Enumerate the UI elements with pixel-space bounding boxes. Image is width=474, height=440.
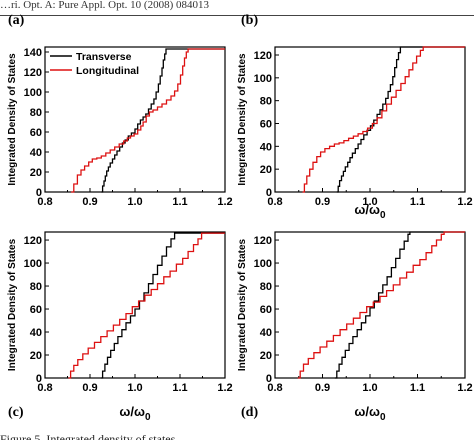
series-longitudinal-line [71, 48, 225, 193]
y-tick-label: 120 [254, 235, 272, 247]
series-transverse-line [100, 232, 225, 379]
y-tick-label: 80 [30, 281, 42, 293]
y-axis-label: Integrated Density of States [7, 238, 18, 371]
y-tick-label: 60 [260, 118, 272, 130]
series-transverse-line [334, 231, 465, 379]
x-tick-label: 1.0 [127, 382, 142, 394]
y-axis-label: Integrated Density of States [7, 53, 18, 186]
x-axis-label: ω/ω0 [354, 202, 386, 221]
series-transverse-line [101, 48, 225, 193]
x-axis-label: ω/ω0 [354, 404, 386, 423]
legend-label-transverse: Transverse [76, 51, 132, 63]
panel-d: 0.8 0.9 1.0 1.1 1.2 0 20 40 60 80 100 120 Integrated… [237, 231, 473, 423]
x-axis-label-subscript: 0 [380, 412, 386, 423]
figure-caption: Figure 5. Integrated density of states … [0, 432, 191, 440]
y-tick-label: 40 [260, 141, 272, 153]
x-tick-label: 0.8 [267, 382, 282, 394]
y-tick-label: 60 [30, 127, 42, 139]
y-tick-label: 120 [24, 235, 42, 247]
x-tick-label: 1.0 [127, 196, 142, 208]
x-tick-label: 0.9 [82, 196, 97, 208]
x-tick-label: 0.9 [82, 382, 97, 394]
x-tick-label: 0.8 [267, 196, 282, 208]
x-tick-label: 1.2 [217, 382, 232, 394]
y-tick-label: 100 [254, 73, 272, 85]
y-tick-label: 80 [30, 107, 42, 119]
x-tick-label: 1.1 [172, 382, 187, 394]
y-tick-label: 20 [260, 164, 272, 176]
panel-label: (d) [241, 405, 258, 420]
legend-label-longitudinal: Longitudinal [76, 65, 139, 77]
y-axis-label: Integrated Density of States [237, 238, 248, 371]
y-tick-label: 60 [260, 304, 272, 316]
x-axis-label-subscript: 0 [380, 210, 386, 221]
figure-panels: 0.8 0.9 1.0 1.1 1.2 0 20 40 60 80 100 120 140 Integra… [7, 13, 473, 423]
x-axis-label-subscript: 0 [145, 412, 151, 423]
x-tick-label: 1.0 [362, 196, 377, 208]
y-tick-label: 80 [260, 281, 272, 293]
header-rule [0, 15, 474, 16]
y-tick-label: 120 [254, 50, 272, 62]
y-tick-label: 40 [30, 147, 42, 159]
plot-frame [274, 46, 466, 193]
x-tick-label: 1.1 [410, 382, 425, 394]
y-tick-label: 0 [36, 373, 42, 385]
y-tick-label: 20 [30, 167, 42, 179]
plot-frame [274, 231, 466, 379]
plot-frame [44, 231, 226, 379]
y-tick-label: 100 [24, 258, 42, 270]
panel-c: 0.8 0.9 1.0 1.1 1.2 0 20 40 60 80 100 120 Integrated… [7, 231, 233, 423]
page-header-text: …ri. Opt. A: Pure Appl. Opt. 10 (2008) 0… [0, 0, 209, 11]
x-tick-label: 0.8 [37, 382, 52, 394]
y-tick-label: 20 [260, 350, 272, 362]
y-tick-label: 80 [260, 96, 272, 108]
y-tick-label: 140 [24, 47, 42, 59]
y-tick-label: 0 [266, 187, 272, 199]
y-tick-label: 0 [266, 373, 272, 385]
x-tick-label: 1.1 [172, 196, 187, 208]
y-tick-label: 120 [24, 67, 42, 79]
y-tick-label: 100 [24, 87, 42, 99]
series-longitudinal-line [302, 46, 465, 193]
y-tick-label: 40 [30, 327, 42, 339]
x-tick-label: 1.2 [457, 382, 472, 394]
x-tick-label: 0.8 [37, 196, 52, 208]
series-longitudinal-line [297, 231, 465, 379]
panel-label: (b) [241, 13, 258, 28]
x-tick-label: 1.0 [362, 382, 377, 394]
x-tick-label: 1.2 [217, 196, 232, 208]
y-tick-label: 40 [260, 327, 272, 339]
y-tick-label: 20 [30, 350, 42, 362]
series-longitudinal-line [68, 232, 225, 379]
x-tick-label: 1.1 [410, 196, 425, 208]
y-tick-label: 0 [36, 187, 42, 199]
x-tick-label: 0.9 [315, 382, 330, 394]
x-axis-label: ω/ω0 [119, 404, 151, 423]
panel-label: (a) [8, 13, 25, 28]
panel-label: (c) [8, 405, 24, 420]
series-transverse-line [336, 46, 465, 193]
x-tick-label: 0.9 [315, 196, 330, 208]
panel-b: 0.8 0.9 1.0 1.1 1.2 0 20 40 60 80 100 120 Integrated… [237, 13, 473, 221]
panel-a: 0.8 0.9 1.0 1.1 1.2 0 20 40 60 80 100 120 140 Integra… [7, 13, 233, 208]
y-tick-label: 60 [30, 304, 42, 316]
y-axis-label: Integrated Density of States [237, 53, 248, 186]
x-tick-label: 1.2 [457, 196, 472, 208]
y-tick-label: 100 [254, 258, 272, 270]
